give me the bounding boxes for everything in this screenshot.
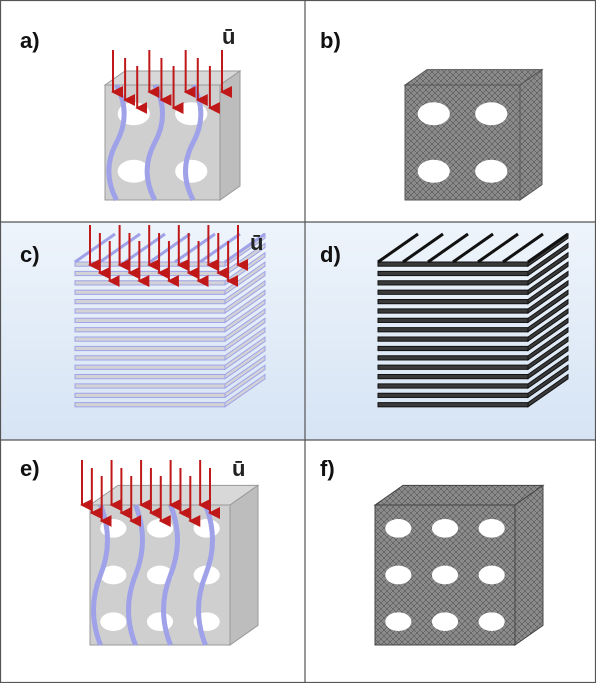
pore	[475, 160, 507, 183]
pore	[147, 519, 173, 538]
strut	[378, 375, 528, 379]
strut	[378, 300, 528, 304]
strut	[378, 403, 528, 407]
strut	[75, 375, 225, 379]
strut	[75, 356, 225, 360]
strut	[378, 318, 528, 322]
cube-side	[230, 485, 258, 645]
strut	[75, 271, 225, 275]
pore	[418, 160, 450, 183]
strut	[378, 328, 528, 332]
panel-label: e)	[20, 456, 40, 481]
strut	[75, 281, 225, 285]
pore	[100, 612, 126, 631]
strut	[75, 365, 225, 369]
pore	[418, 102, 450, 125]
strut	[378, 365, 528, 369]
panel-label: d)	[320, 242, 341, 267]
pore	[147, 612, 173, 631]
pore	[175, 160, 207, 183]
strut	[378, 356, 528, 360]
load-label: ū	[222, 24, 235, 49]
strut	[378, 393, 528, 397]
cube-top	[375, 485, 543, 505]
pore	[479, 566, 505, 585]
page: a) ū b) c) ū d) e) ū f) (() => { const d…	[0, 0, 596, 683]
pore	[475, 102, 507, 125]
pore	[385, 566, 411, 585]
panel-label: f)	[320, 456, 335, 481]
strut	[75, 309, 225, 313]
pore	[479, 519, 505, 538]
strut	[75, 403, 225, 407]
strut	[75, 300, 225, 304]
strut	[378, 262, 528, 266]
strut	[378, 309, 528, 313]
strut	[378, 271, 528, 275]
panel-label: b)	[320, 28, 341, 53]
strut	[75, 384, 225, 388]
cube-side	[515, 485, 543, 645]
load-label: ū	[232, 456, 245, 481]
strut	[378, 337, 528, 341]
pore	[432, 612, 458, 631]
pore	[385, 519, 411, 538]
cube-side	[520, 70, 542, 200]
pore	[385, 612, 411, 631]
load-label: ū	[250, 230, 263, 255]
panel-label: c)	[20, 242, 40, 267]
strut	[75, 346, 225, 350]
cube-top	[405, 70, 542, 85]
strut	[75, 290, 225, 294]
strut	[378, 384, 528, 388]
strut	[75, 337, 225, 341]
strut	[378, 346, 528, 350]
panel-label: a)	[20, 28, 40, 53]
strut	[75, 318, 225, 322]
strut	[378, 290, 528, 294]
pore	[479, 612, 505, 631]
pore	[432, 566, 458, 585]
cube-top	[90, 485, 258, 505]
strut	[75, 393, 225, 397]
figure: a) ū b) c) ū d) e) ū f)	[0, 0, 596, 683]
pore	[194, 519, 220, 538]
cube-front	[405, 85, 520, 200]
strut	[75, 328, 225, 332]
strut	[378, 281, 528, 285]
pore	[432, 519, 458, 538]
